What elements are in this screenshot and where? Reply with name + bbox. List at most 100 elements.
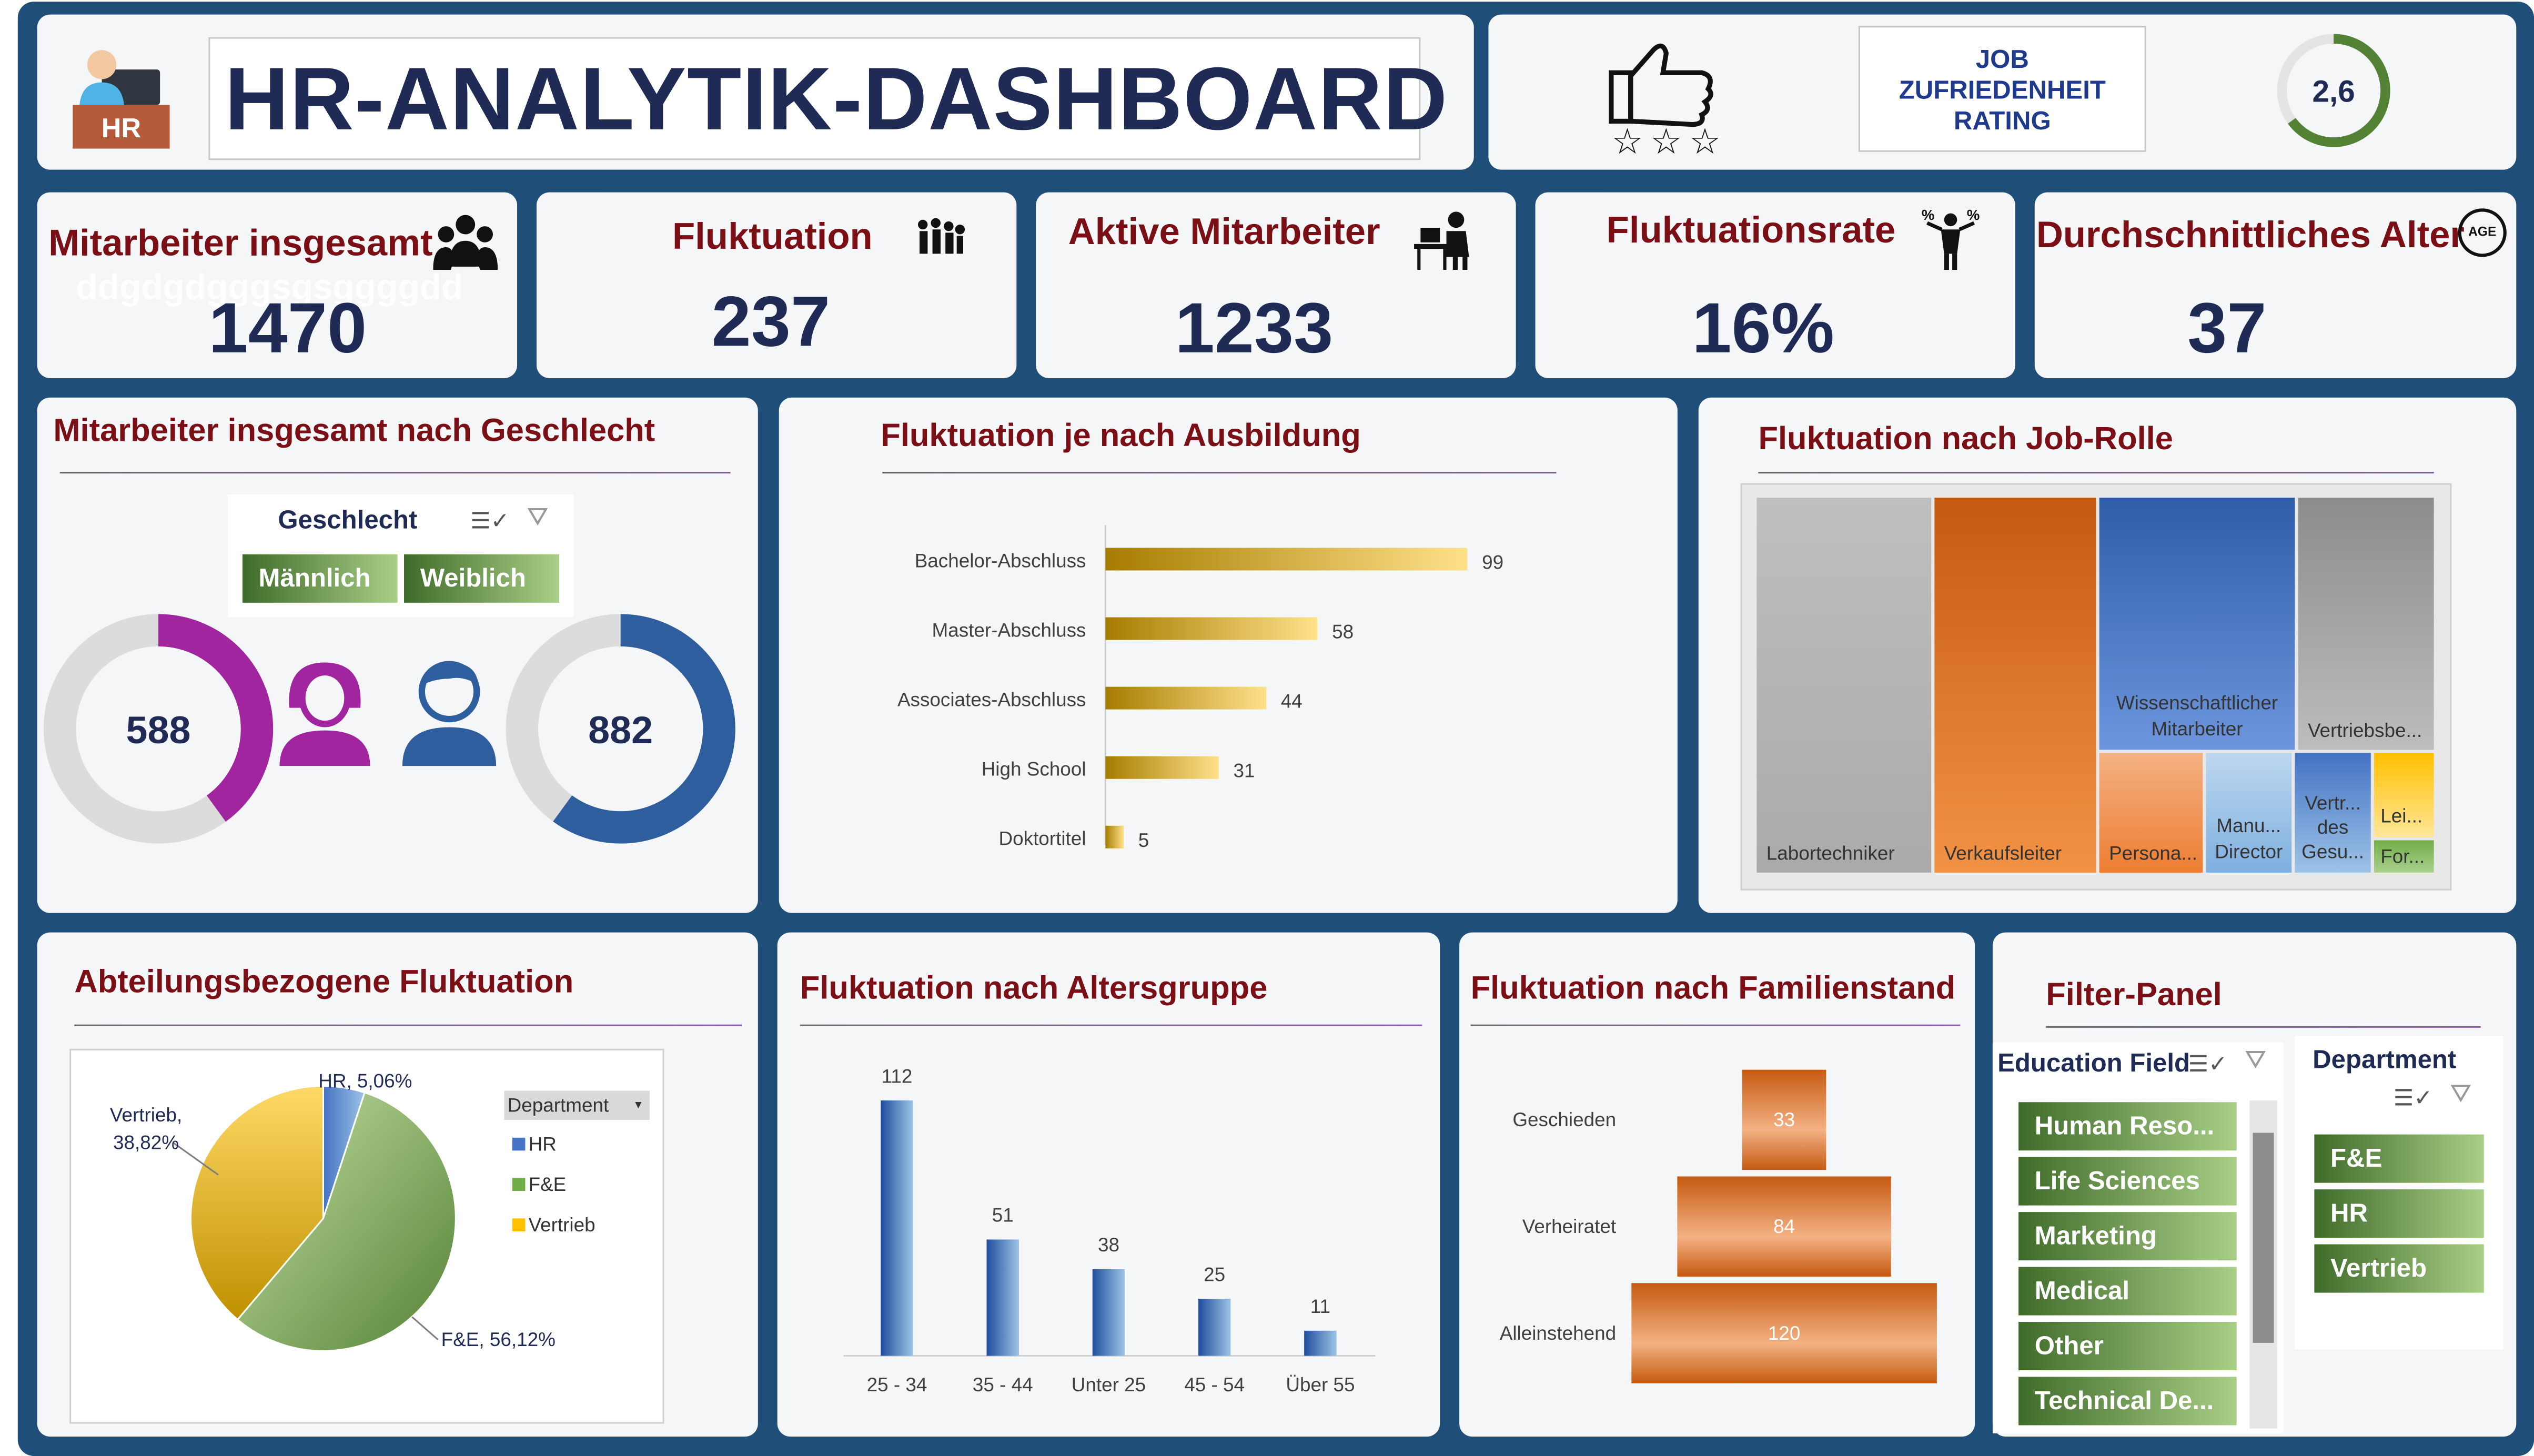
treemap-tile-vertriebsbeauftragter[interactable]: Vertriebsbe... bbox=[2298, 498, 2434, 750]
scrollbar-thumb[interactable] bbox=[2253, 1133, 2274, 1343]
education-item-marketing[interactable]: Marketing bbox=[2016, 1210, 2238, 1262]
gender-option-male[interactable]: Männlich bbox=[240, 552, 399, 604]
marital-category-label: Geschieden bbox=[1512, 1109, 1616, 1130]
pie-label-fe: F&E, 56,12% bbox=[441, 1328, 556, 1351]
age-category-label: 45 - 54 bbox=[1184, 1374, 1245, 1396]
education-bar bbox=[1105, 686, 1267, 710]
age-card: Fluktuation nach Altersgruppe 112 25 - 34… bbox=[777, 932, 1440, 1437]
rating-label-box: JOB ZUFRIEDENHEIT RATING bbox=[1858, 26, 2146, 152]
clear-filter-icon[interactable]: ⛛ bbox=[2245, 1047, 2267, 1075]
male-total: 882 bbox=[588, 708, 653, 752]
kpi-total-card: Mitarbeiter insgesamt ddgdgdgggsgsggggdd… bbox=[37, 192, 518, 378]
thumbs-up-stars-icon: ☆ ☆ ☆ bbox=[1605, 34, 1728, 161]
clear-filter-icon[interactable]: ⛛ bbox=[527, 504, 549, 532]
age-category-label: 25 - 34 bbox=[867, 1374, 927, 1396]
male-icon bbox=[399, 656, 499, 777]
age-category-label: Unter 25 bbox=[1072, 1374, 1146, 1396]
multi-select-icon[interactable]: ☰✓ bbox=[470, 507, 510, 533]
percentage-person-icon: %% bbox=[1920, 205, 1982, 281]
clear-filter-icon[interactable]: ⛛ bbox=[2450, 1081, 2472, 1109]
education-bar-chart: Bachelor-Abschluss 99 Master-Abschluss 58 As… bbox=[897, 525, 1503, 851]
treemap-tile-manufacturing[interactable]: Manu... Director bbox=[2206, 753, 2292, 873]
rating-label-line: JOB bbox=[1975, 47, 2029, 75]
education-category-label: Master-Abschluss bbox=[932, 619, 1086, 641]
pie-label-vertrieb-line: Vertrieb, bbox=[109, 1104, 183, 1127]
kpi-active-card: Aktive Mitarbeiter 1233 bbox=[1036, 192, 1516, 378]
department-title: Abteilungsbezogene Fluktuation bbox=[74, 965, 574, 1000]
gender-option-female[interactable]: Weiblich bbox=[402, 552, 561, 604]
education-value-label: 58 bbox=[1332, 621, 1354, 642]
jobrole-card: Fluktuation nach Job-Rolle Labortechnike… bbox=[1698, 397, 2517, 913]
treemap-tile-leiter[interactable]: Lei... bbox=[2374, 753, 2434, 837]
department-title-rule bbox=[74, 1024, 742, 1026]
treemap-tile-label: Persona... bbox=[2109, 842, 2198, 865]
legend-filter-button[interactable]: Department ▾ bbox=[504, 1090, 650, 1120]
age-category-label: 35 - 44 bbox=[973, 1374, 1033, 1396]
education-scrollbar[interactable] bbox=[2249, 1100, 2277, 1429]
pie-label-vertrieb: Vertrieb, 38,82% bbox=[110, 1102, 182, 1157]
education-value-label: 5 bbox=[1138, 830, 1149, 851]
age-value-label: 38 bbox=[1098, 1234, 1119, 1256]
svg-text:☆: ☆ bbox=[1689, 122, 1721, 157]
age-value-label: 11 bbox=[1310, 1296, 1330, 1317]
education-item-human-resources[interactable]: Human Reso... bbox=[2016, 1100, 2238, 1152]
education-category-label: Bachelor-Abschluss bbox=[915, 550, 1086, 571]
age-title: Fluktuation nach Altersgruppe bbox=[800, 971, 1268, 1007]
dropdown-arrow-icon: ▾ bbox=[635, 1097, 642, 1112]
kpi-active-value: 1233 bbox=[1175, 289, 1334, 369]
multi-select-icon[interactable]: ☰✓ bbox=[2188, 1050, 2228, 1077]
female-donut: 588 bbox=[43, 614, 274, 844]
department-item-vertrieb[interactable]: Vertrieb bbox=[2313, 1242, 2486, 1295]
age-category-label: Über 55 bbox=[1286, 1374, 1355, 1396]
treemap-tile-label: Verkaufsleiter bbox=[1944, 842, 2062, 865]
education-value-label: 44 bbox=[1281, 691, 1303, 712]
education-category-label: High School bbox=[982, 759, 1086, 780]
department-item-fe[interactable]: F&E bbox=[2313, 1133, 2486, 1185]
marital-bar bbox=[1677, 1176, 1891, 1277]
education-category-label: Associates-Abschluss bbox=[897, 689, 1086, 711]
gender-card: Mitarbeiter insgesamt nach Geschlecht Ge… bbox=[37, 397, 758, 913]
hr-logo: HR bbox=[69, 47, 171, 149]
pie-label-vertrieb-line: 38,82% bbox=[113, 1131, 179, 1154]
treemap-tile-label: Vertriebsbe... bbox=[2307, 719, 2422, 742]
pie-slice bbox=[236, 1091, 457, 1352]
department-card: Abteilungsbezogene Fluktuation HR, 5,06%… bbox=[37, 932, 758, 1437]
rating-label-line: ZUFRIEDENHEIT bbox=[1899, 77, 2106, 105]
multi-select-icon[interactable]: ☰✓ bbox=[2393, 1084, 2433, 1110]
treemap-tile-label: Lei... bbox=[2380, 804, 2423, 827]
marital-category-label: Verheiratet bbox=[1522, 1216, 1616, 1237]
kpi-age-card: Durchschnittliches Alter AGE 37 bbox=[2034, 192, 2517, 378]
marital-value-label: 120 bbox=[1768, 1322, 1801, 1344]
education-card: Fluktuation je nach Ausbildung Bachelor-… bbox=[779, 397, 1678, 913]
rating-label-line: RATING bbox=[1953, 108, 2051, 136]
pie-legend: Department ▾ HR F&E Vertrieb bbox=[504, 1090, 650, 1240]
treemap-tile-wissenschaftler[interactable]: Wissenschaftlicher Mitarbeiter bbox=[2099, 498, 2295, 750]
education-item-technical-degree[interactable]: Technical De... bbox=[2016, 1375, 2238, 1427]
education-category-label: Doktortitel bbox=[999, 828, 1086, 850]
title-box bbox=[208, 37, 1421, 160]
education-item-medical[interactable]: Medical bbox=[2016, 1265, 2238, 1317]
treemap-tile-forschung[interactable]: For... bbox=[2374, 840, 2434, 873]
jobrole-title: Fluktuation nach Job-Rolle bbox=[1758, 421, 2173, 458]
education-item-other[interactable]: Other bbox=[2016, 1320, 2238, 1372]
rating-card: ☆ ☆ ☆ JOB ZUFRIEDENHEIT RATING 2,6 bbox=[1488, 14, 2517, 170]
marital-card: Fluktuation nach Familienstand 33 Geschie… bbox=[1459, 932, 1975, 1437]
kpi-rate-card: Fluktuationsrate %% 16% bbox=[1535, 192, 2015, 378]
department-item-hr[interactable]: HR bbox=[2313, 1187, 2486, 1240]
rating-value: 2,6 bbox=[2313, 75, 2355, 109]
treemap-tile-label: For... bbox=[2380, 845, 2425, 868]
legend-item-fe: F&E bbox=[504, 1170, 649, 1199]
kpi-attrition-title: Fluktuation bbox=[672, 215, 873, 257]
rating-gauge: 2,6 bbox=[2277, 34, 2390, 147]
education-value-label: 31 bbox=[1233, 760, 1255, 782]
age-bar bbox=[1198, 1299, 1231, 1356]
kpi-total-value: 1470 bbox=[208, 289, 367, 369]
treemap-tile-personal[interactable]: Persona... bbox=[2099, 753, 2203, 873]
education-item-life-sciences[interactable]: Life Sciences bbox=[2016, 1155, 2238, 1207]
title-card: HR HR-ANALYTIK-DASHBOARD bbox=[37, 14, 1474, 170]
treemap-tile-labortechniker[interactable]: Labortechniker bbox=[1756, 498, 1932, 873]
treemap-tile-verkaufsleiter[interactable]: Verkaufsleiter bbox=[1934, 498, 2096, 873]
kpi-attrition-value: 237 bbox=[711, 282, 831, 362]
treemap-tile-gesundheit[interactable]: Vertr... des Gesu... bbox=[2295, 753, 2371, 873]
marital-value-label: 33 bbox=[1773, 1109, 1795, 1130]
